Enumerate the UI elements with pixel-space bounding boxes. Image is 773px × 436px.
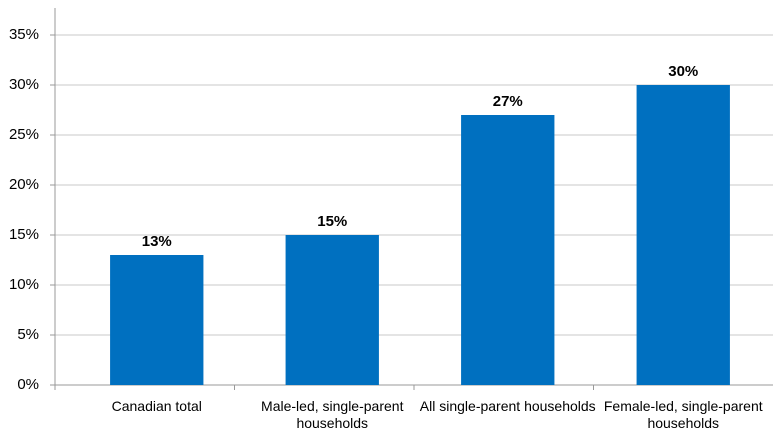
y-tick-label: 0% [17,376,39,393]
y-tick-label: 10% [9,276,39,293]
x-tick-label: Female-led, single-parent households [603,398,763,431]
y-tick-label: 20% [9,176,39,193]
bar [636,85,730,385]
y-tick-label: 5% [17,326,39,343]
y-tick-label: 30% [9,76,39,93]
y-tick-label: 25% [9,126,39,143]
data-label: 30% [668,63,698,80]
y-tick-label: 35% [9,26,39,43]
data-label: 13% [142,233,172,250]
x-tick-label: All single-parent households [419,398,596,414]
x-tick-label: Male-led, single-parent households [261,398,404,431]
bar [285,235,379,385]
y-tick-label: 15% [9,226,39,243]
x-tick-label: Canadian total [111,398,202,414]
data-label: 27% [493,93,523,110]
data-label: 15% [317,213,347,230]
bar [461,115,555,385]
bar [110,255,204,385]
